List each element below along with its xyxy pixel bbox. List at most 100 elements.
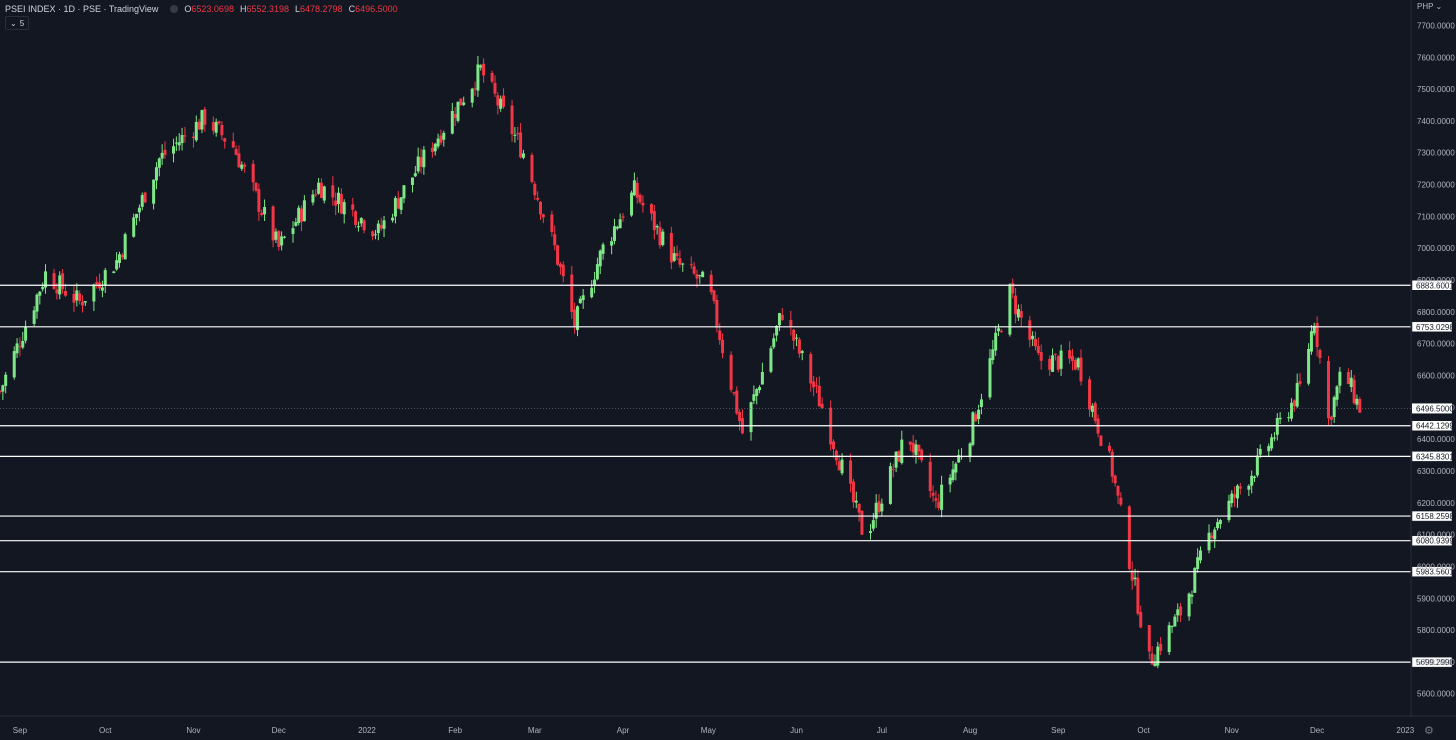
candle[interactable]: [1235, 484, 1239, 508]
candle[interactable]: [820, 397, 824, 409]
candle[interactable]: [502, 88, 506, 109]
candle[interactable]: [1270, 433, 1274, 451]
candle[interactable]: [203, 106, 207, 132]
candle[interactable]: [940, 475, 944, 518]
candle[interactable]: [1255, 448, 1259, 478]
candle[interactable]: [393, 196, 397, 224]
candle[interactable]: [160, 144, 164, 165]
candle[interactable]: [931, 485, 935, 503]
candle[interactable]: [837, 454, 841, 471]
candle[interactable]: [638, 193, 642, 205]
candle[interactable]: [888, 462, 892, 505]
price-level[interactable]: 6080.9399: [0, 535, 1454, 546]
candle[interactable]: [655, 224, 659, 235]
price-level[interactable]: 6345.8301: [0, 451, 1454, 462]
candle[interactable]: [948, 474, 952, 493]
candle[interactable]: [1099, 435, 1103, 447]
candle[interactable]: [777, 312, 781, 332]
candle[interactable]: [260, 209, 264, 217]
candle[interactable]: [473, 81, 477, 96]
candle[interactable]: [75, 283, 79, 307]
candle[interactable]: [533, 181, 537, 200]
candle[interactable]: [994, 326, 998, 356]
candle[interactable]: [669, 226, 673, 270]
candle[interactable]: [914, 439, 918, 464]
candle[interactable]: [758, 385, 762, 394]
candle[interactable]: [479, 64, 483, 71]
candle[interactable]: [41, 282, 45, 292]
candle[interactable]: [319, 178, 323, 199]
candle[interactable]: [1088, 376, 1092, 417]
candle[interactable]: [658, 221, 662, 249]
candle[interactable]: [595, 257, 599, 281]
candle[interactable]: [968, 442, 972, 463]
candle[interactable]: [1290, 398, 1294, 422]
candle[interactable]: [1159, 637, 1163, 656]
candle[interactable]: [911, 434, 915, 458]
candle[interactable]: [760, 362, 764, 385]
candle[interactable]: [809, 351, 813, 392]
candle[interactable]: [382, 216, 386, 238]
candle[interactable]: [436, 133, 440, 149]
candle[interactable]: [243, 162, 247, 173]
candle[interactable]: [183, 126, 187, 143]
candle[interactable]: [1355, 394, 1359, 410]
candle[interactable]: [951, 460, 955, 483]
candle[interactable]: [601, 242, 605, 260]
time-axis[interactable]: Sep Oct Nov Dec 2022 Feb Mar Apr May Jun Jul Aug Sep…: [0, 715, 1456, 735]
candle[interactable]: [1247, 484, 1251, 497]
candle[interactable]: [257, 183, 261, 222]
candle[interactable]: [302, 195, 306, 222]
candle[interactable]: [937, 493, 941, 511]
candle[interactable]: [1156, 641, 1160, 669]
candle[interactable]: [672, 246, 676, 263]
candle[interactable]: [1196, 548, 1200, 573]
candle[interactable]: [1179, 602, 1183, 623]
price-axis[interactable]: 5600.0000 5700.0000 5800.0000 5900.0000 6000…: [1417, 21, 1455, 698]
candle[interactable]: [817, 376, 821, 407]
candle[interactable]: [396, 191, 400, 210]
candle[interactable]: [1051, 348, 1055, 373]
candle[interactable]: [1233, 486, 1237, 507]
candle[interactable]: [1287, 412, 1291, 422]
candle[interactable]: [1127, 505, 1131, 571]
candle[interactable]: [476, 55, 480, 97]
candle[interactable]: [715, 294, 719, 333]
candle[interactable]: [52, 268, 56, 290]
price-level[interactable]: 6158.2598: [0, 510, 1454, 522]
candle[interactable]: [954, 462, 958, 481]
candle[interactable]: [857, 503, 861, 522]
candle[interactable]: [1250, 470, 1254, 494]
candle[interactable]: [1253, 475, 1257, 482]
candle[interactable]: [490, 70, 494, 84]
candle[interactable]: [1011, 278, 1015, 299]
candle[interactable]: [1298, 372, 1302, 387]
candle[interactable]: [371, 230, 375, 241]
candle[interactable]: [1218, 518, 1222, 529]
candle[interactable]: [300, 205, 304, 232]
candle[interactable]: [140, 192, 144, 211]
candle[interactable]: [499, 95, 503, 112]
candle[interactable]: [536, 191, 540, 202]
candle[interactable]: [80, 295, 84, 313]
candle[interactable]: [342, 199, 346, 224]
candle[interactable]: [541, 213, 545, 224]
candle[interactable]: [877, 494, 881, 514]
candle[interactable]: [1335, 385, 1339, 407]
candle[interactable]: [453, 106, 457, 127]
price-level[interactable]: 6883.6001: [0, 280, 1454, 291]
candle[interactable]: [354, 210, 358, 229]
candle[interactable]: [1167, 621, 1171, 655]
candle[interactable]: [223, 137, 227, 149]
candle[interactable]: [732, 391, 736, 396]
candle[interactable]: [311, 189, 315, 206]
candle[interactable]: [709, 270, 713, 295]
candle[interactable]: [322, 185, 326, 204]
candle[interactable]: [698, 274, 702, 284]
candle[interactable]: [612, 218, 616, 245]
candle[interactable]: [974, 411, 978, 422]
candle[interactable]: [1309, 324, 1313, 355]
candle[interactable]: [1107, 442, 1111, 454]
currency-selector[interactable]: PHP ⌄: [1417, 2, 1442, 11]
candle[interactable]: [282, 235, 286, 239]
